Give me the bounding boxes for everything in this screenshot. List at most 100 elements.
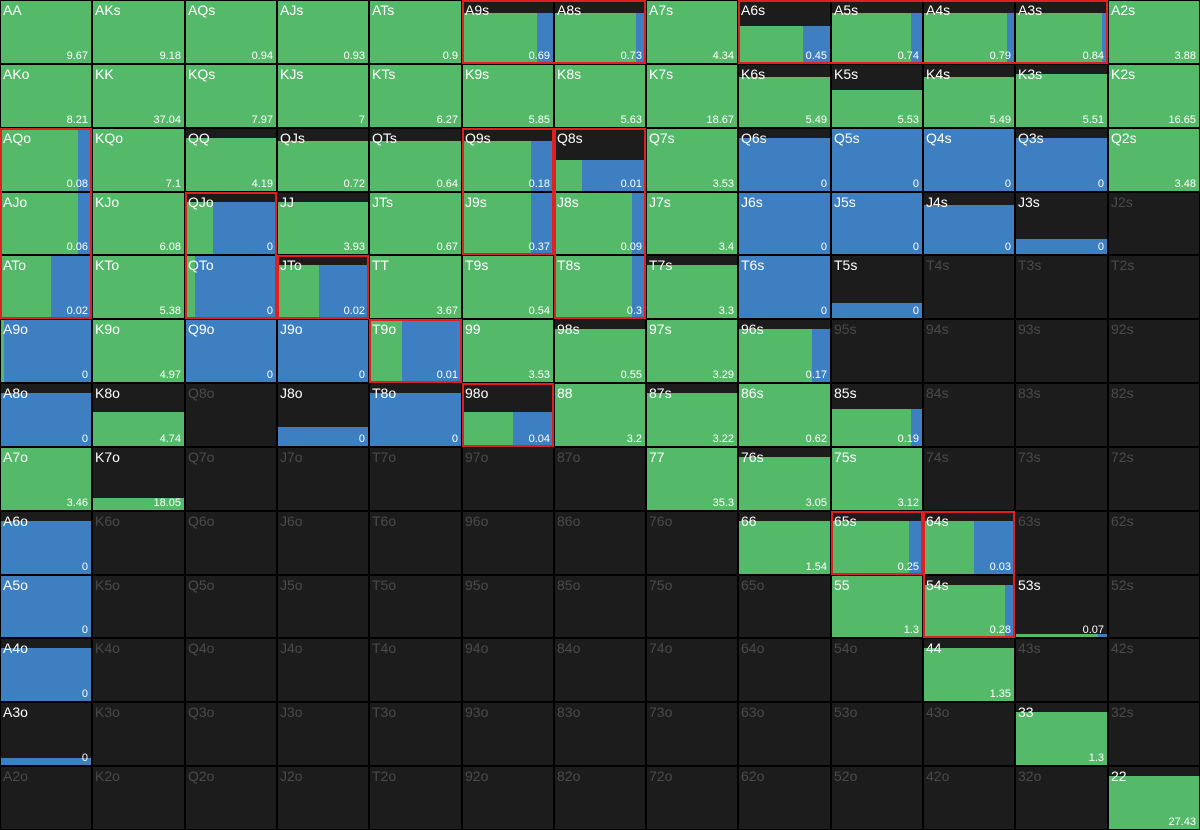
hand-label: T6o: [372, 513, 397, 529]
hand-value: 5.49: [805, 114, 827, 126]
hand-value: 5.53: [897, 114, 919, 126]
green-fill: [186, 256, 195, 318]
hand-label: 63o: [741, 704, 765, 720]
blue-fill: [1097, 633, 1107, 637]
blue-fill: [1006, 13, 1014, 63]
hand-label: A7o: [3, 449, 28, 465]
hand-cell: 97s 3.29: [647, 320, 737, 382]
hand-cell: K9o 4.97: [93, 320, 184, 382]
hand-cell: K4o: [93, 639, 184, 701]
hand-label: JTs: [372, 194, 393, 210]
hand-value: 0: [266, 241, 273, 253]
hand-label: J8s: [557, 194, 579, 210]
blue-fill: [370, 393, 461, 446]
hand-label: K7o: [95, 449, 120, 465]
green-fill: [739, 77, 830, 127]
hand-cell: 76s 3.05: [739, 448, 830, 510]
hand-label: A7s: [649, 2, 674, 18]
green-fill: [93, 497, 184, 510]
hand-label: 43o: [926, 704, 950, 720]
hand-cell: K7s 18.67: [647, 65, 737, 127]
blue-fill: [530, 141, 553, 191]
hand-value: 0.69: [528, 50, 550, 62]
hand-cell: Q2o: [186, 767, 276, 829]
hand-cell: Q7o: [186, 448, 276, 510]
green-fill: [463, 411, 513, 446]
hand-label: 83s: [1018, 385, 1041, 401]
hand-value: 0: [81, 433, 88, 445]
hand-cell: 66 1.54: [739, 512, 830, 574]
hand-label: K7s: [649, 66, 674, 82]
hand-label: K6o: [95, 513, 120, 529]
green-fill: [278, 1, 368, 63]
hand-value: 0: [266, 305, 273, 317]
hand-label: T4o: [372, 640, 397, 656]
hand-cell: J8s 0.09: [555, 193, 645, 254]
hand-value: 16.65: [1168, 114, 1196, 126]
hand-value: 0.18: [528, 178, 550, 190]
green-fill: [1109, 776, 1199, 829]
blue-fill: [1, 648, 91, 701]
hand-label: 85o: [557, 577, 581, 593]
hand-label: Q7s: [649, 130, 675, 146]
hand-value: 0.55: [620, 369, 642, 381]
blue-fill: [1, 757, 91, 765]
hand-cell: T4o: [370, 639, 461, 701]
hand-value: 0: [81, 752, 88, 764]
hand-cell: A5s 0.74: [832, 1, 922, 63]
green-fill: [832, 13, 912, 63]
hand-value: 37.04: [153, 114, 181, 126]
hand-label: 66: [741, 513, 757, 529]
green-fill: [555, 160, 582, 191]
blue-fill: [213, 202, 276, 254]
hand-label: AJs: [280, 2, 304, 18]
hand-value: 9.67: [66, 50, 88, 62]
blue-fill: [582, 160, 645, 191]
hand-value: 1.3: [903, 624, 919, 636]
green-fill: [647, 320, 737, 382]
blue-fill: [832, 193, 922, 254]
hand-label: Q2s: [1111, 130, 1137, 146]
hand-label: Q4s: [926, 130, 952, 146]
hand-label: KTs: [372, 66, 396, 82]
hand-cell: J2s: [1109, 193, 1199, 254]
hand-value: 4.97: [159, 369, 181, 381]
hand-cell: 94s: [924, 320, 1014, 382]
green-fill: [278, 65, 368, 127]
hand-value: 0: [912, 241, 919, 253]
hand-label: KQo: [95, 130, 124, 146]
hand-cell: 95s: [832, 320, 922, 382]
hand-value: 0: [820, 305, 827, 317]
hand-label: 94o: [465, 640, 489, 656]
hand-label: 92o: [465, 768, 489, 784]
hand-value: 0.84: [1082, 50, 1104, 62]
hand-label: A3s: [1018, 2, 1043, 18]
hand-cell: 62s: [1109, 512, 1199, 574]
hand-cell: K7o 18.05: [93, 448, 184, 510]
hand-label: T8s: [557, 257, 581, 273]
hand-label: K2o: [95, 768, 120, 784]
hand-value: 35.3: [712, 497, 734, 509]
hand-cell: 83o: [555, 703, 645, 765]
green-fill: [186, 1, 276, 63]
hand-value: 0.17: [805, 369, 827, 381]
hand-value: 0.37: [528, 241, 550, 253]
hand-label: J3s: [1018, 194, 1040, 210]
hand-value: 6.08: [159, 241, 181, 253]
hand-cell: 92s: [1109, 320, 1199, 382]
hand-label: 62o: [741, 768, 765, 784]
hand-value: 3.88: [1174, 50, 1196, 62]
green-fill: [1, 256, 51, 318]
hand-cell: Q5o: [186, 576, 276, 637]
green-fill: [647, 193, 737, 254]
blue-fill: [278, 427, 368, 446]
hand-value: 18.67: [706, 114, 734, 126]
hand-label: 88: [557, 385, 573, 401]
hand-cell: J3s 0: [1016, 193, 1107, 254]
hand-label: 73o: [649, 704, 673, 720]
hand-label: A2o: [3, 768, 28, 784]
hand-value: 7: [358, 114, 365, 126]
hand-label: 65s: [834, 513, 857, 529]
hand-label: A5o: [3, 577, 28, 593]
hand-cell: 64s 0.03: [924, 512, 1014, 574]
